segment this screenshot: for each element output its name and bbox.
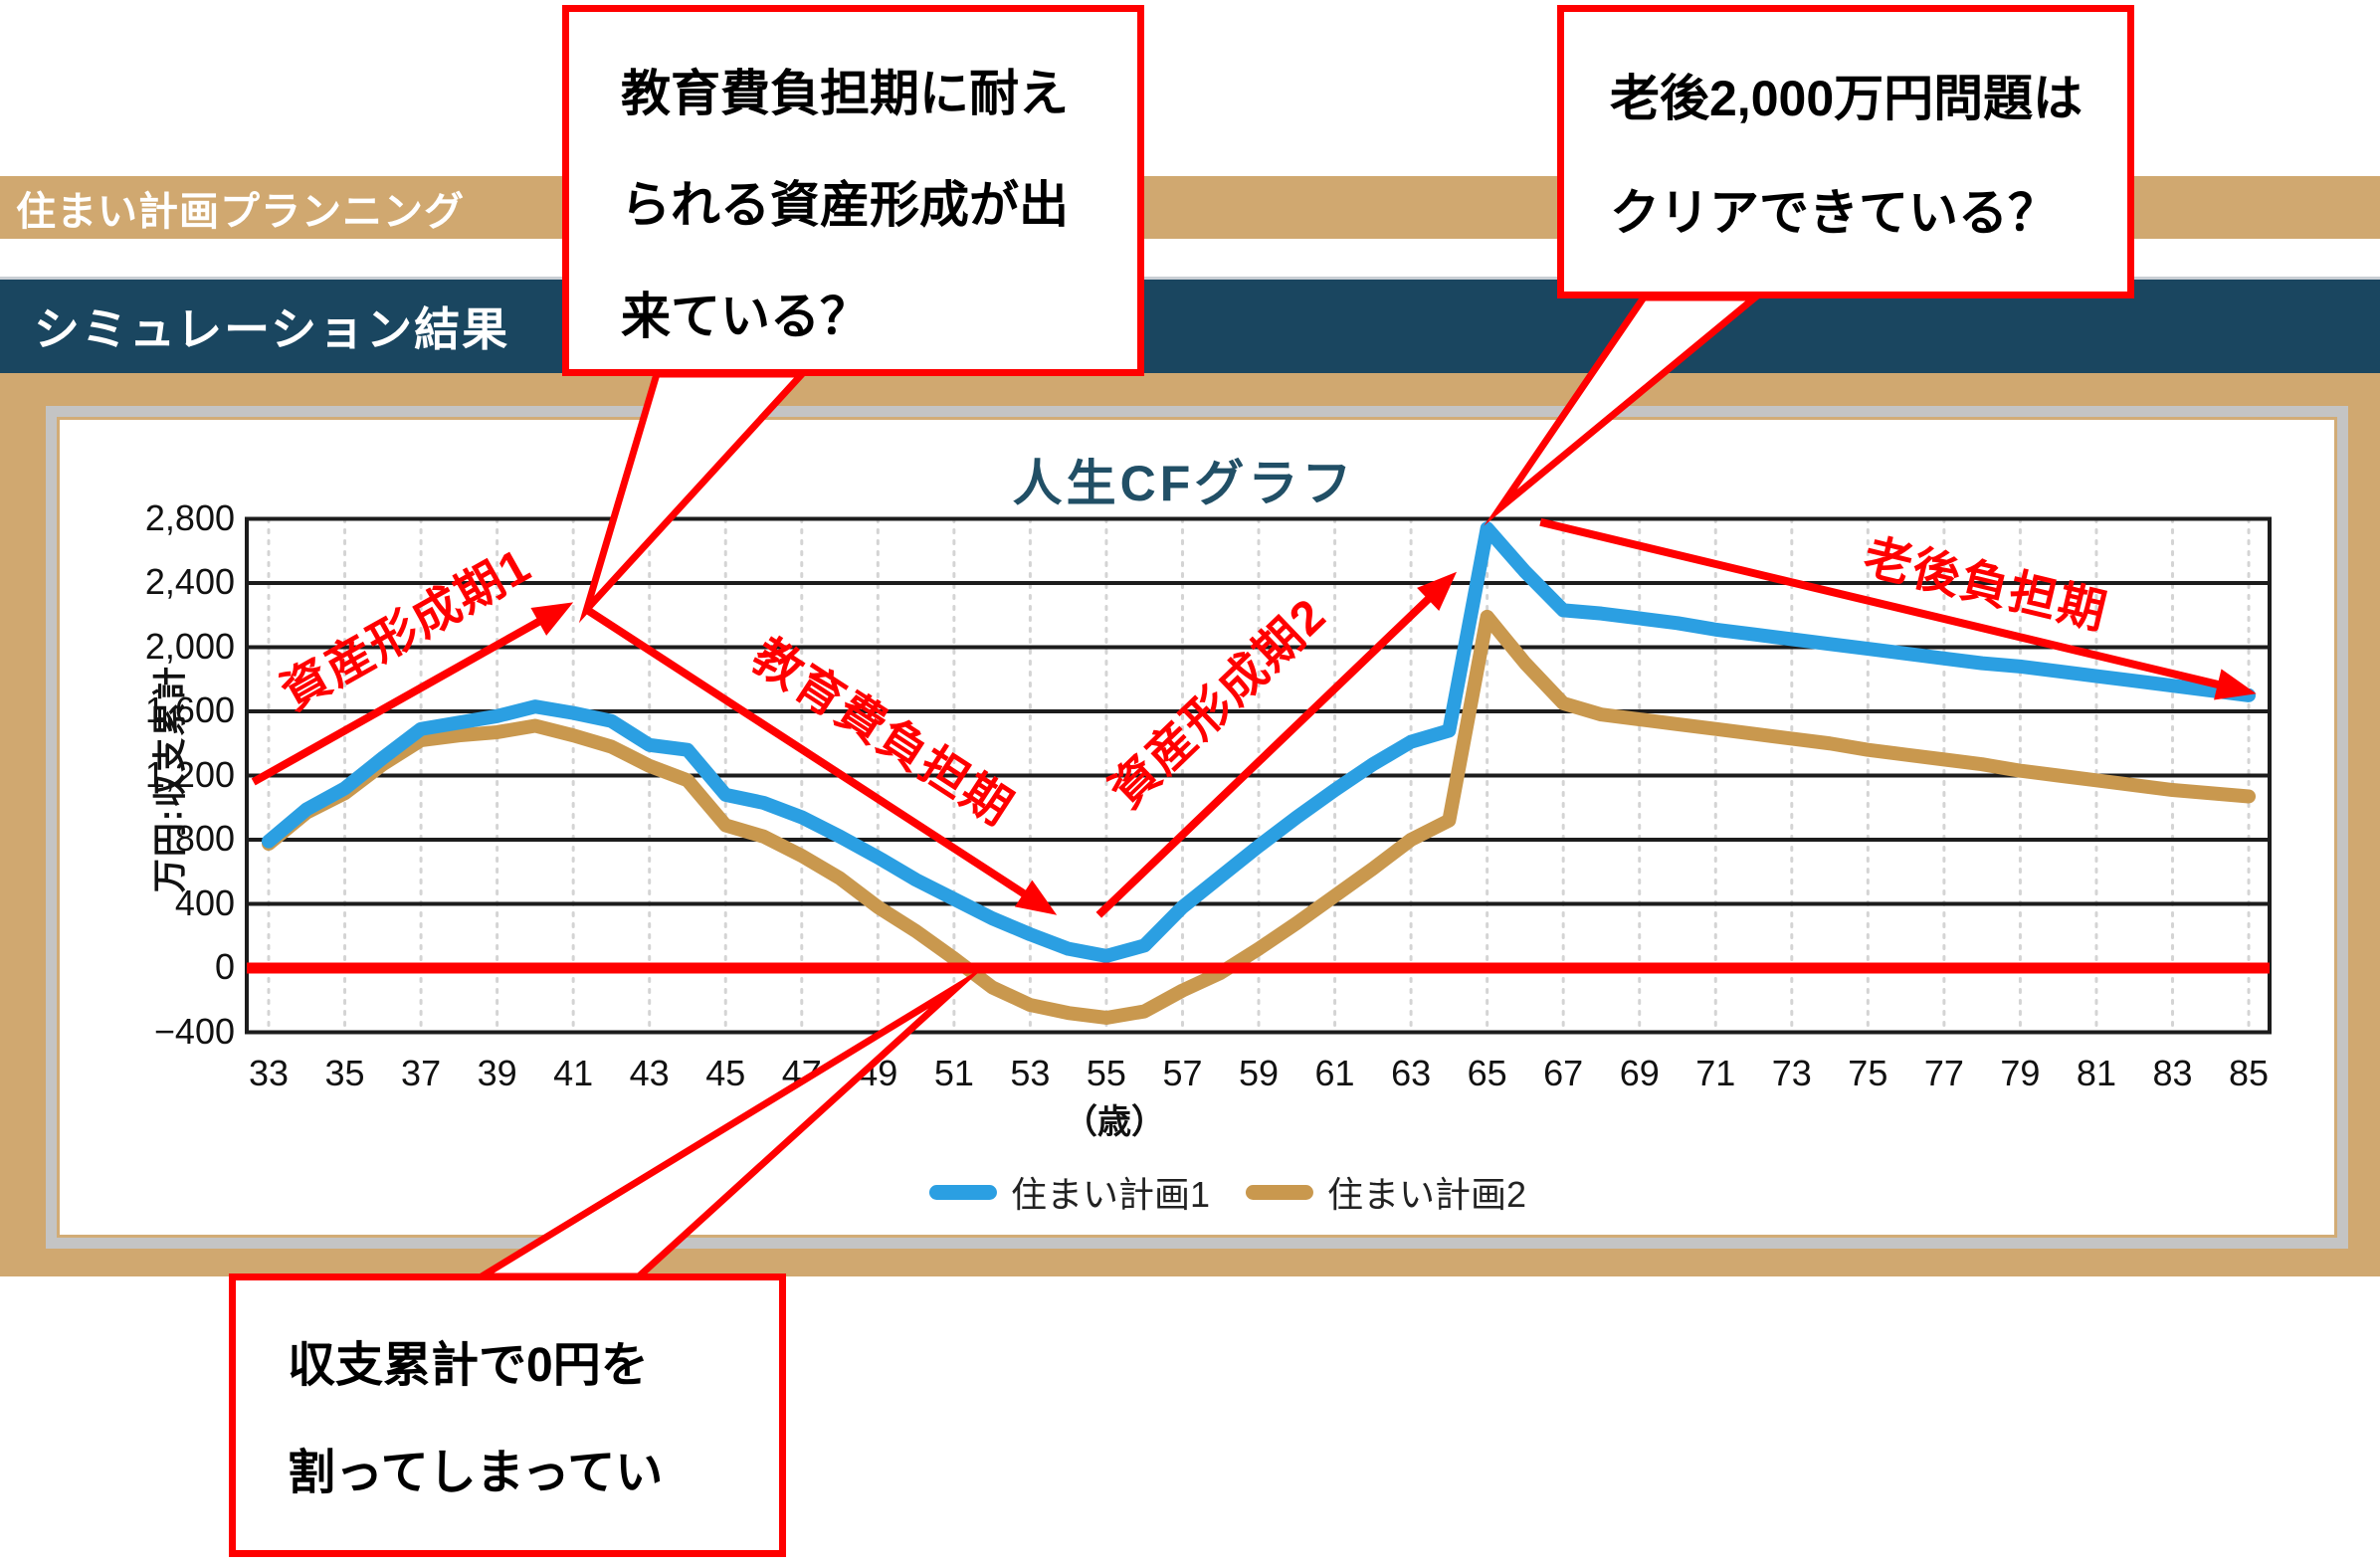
callout-text-line: 来ている？: [621, 289, 870, 344]
y-tick-label: 0: [214, 946, 235, 987]
legend-label-plan1: 住まい計画1: [1010, 1174, 1210, 1215]
x-tick-label: 55: [1086, 1053, 1126, 1093]
callout-retirement-2000: 老後2,000万円問題は クリアできている？: [1557, 5, 2134, 298]
chart-white-panel: [60, 420, 2334, 1235]
callout-text-line: 教育費負担期に耐え: [621, 66, 1069, 121]
x-tick-label: 77: [1923, 1053, 1964, 1093]
app-title: 住まい計画プランニング: [16, 189, 465, 234]
callout-tail: [578, 370, 810, 624]
callout-text-line: 割ってしまってい: [288, 1447, 664, 1499]
y-tick-label: 400: [174, 881, 235, 923]
callout-education-period: 教育費負担期に耐え られる資産形成が出 来ている？: [562, 5, 1144, 376]
phase-arrow-head: [530, 602, 574, 636]
chart-title: 人生CFグラフ: [1012, 456, 1356, 511]
x-tick-label: 51: [933, 1053, 974, 1093]
x-tick-label: 45: [705, 1053, 746, 1093]
x-tick-label: 83: [2152, 1053, 2193, 1093]
x-tick-label: 57: [1162, 1053, 1203, 1093]
x-tick-label: 53: [1010, 1053, 1051, 1093]
x-tick-label: 67: [1543, 1053, 1584, 1093]
x-tick-label: 71: [1695, 1053, 1736, 1093]
chart-legend: 住まい計画1 住まい計画2: [928, 1166, 1548, 1218]
callout-text-line: 老後2,000万円問題は: [1610, 71, 2083, 126]
legend-swatch-plan1: [928, 1184, 997, 1200]
x-tick-label: 41: [553, 1053, 594, 1093]
series-line-1: [262, 521, 2257, 963]
x-tick-label: 59: [1238, 1053, 1280, 1093]
callout-text-line: られる資産形成が出: [621, 177, 1069, 233]
x-tick-label: 61: [1314, 1053, 1355, 1093]
x-tick-label: 81: [2076, 1053, 2116, 1093]
y-tick-label: 2,000: [144, 625, 235, 667]
callout-text-line: クリアできている？: [1610, 185, 2058, 241]
x-tick-label: 65: [1467, 1053, 1507, 1093]
x-axis-unit-label: （歳）: [1064, 1103, 1165, 1141]
x-tick-label: 37: [401, 1053, 442, 1093]
x-tick-label: 69: [1619, 1053, 1660, 1093]
phase-arrow-line: [584, 606, 1038, 904]
y-tick-label: 800: [174, 818, 235, 859]
x-tick-label: 75: [1848, 1053, 1888, 1093]
y-tick-label: 1,600: [144, 689, 235, 730]
y-tick-label: 2,800: [144, 496, 235, 538]
callout-tail: [1484, 294, 1765, 526]
y-tick-label: −400: [153, 1010, 235, 1052]
x-tick-label: 73: [1771, 1053, 1812, 1093]
phase-arrow-line: [1095, 586, 1442, 918]
x-tick-label: 63: [1391, 1053, 1432, 1093]
x-tick-label: 85: [2229, 1053, 2270, 1093]
x-tick-label: 79: [2000, 1053, 2041, 1093]
x-tick-label: 39: [477, 1053, 517, 1093]
phase-arrow-head: [1014, 880, 1058, 915]
phase-arrow-head: [2214, 669, 2257, 700]
x-tick-label: 43: [629, 1053, 670, 1093]
y-tick-label: 1,200: [144, 753, 235, 795]
plot-frame: [245, 516, 2272, 1035]
x-tick-label: 33: [248, 1053, 290, 1093]
phase-arrow-head: [1417, 571, 1458, 611]
phase-arrow-line: [251, 611, 553, 786]
callout-text-line: 収支累計で0円を: [288, 1339, 649, 1392]
series-line-2: [262, 609, 2257, 1025]
phase-arrow-line: [1539, 517, 2233, 692]
callout-tail: [469, 964, 988, 1280]
x-tick-label: 35: [324, 1053, 365, 1093]
section-title: シミュレーション結果: [34, 303, 510, 355]
callout-below-zero: 収支累計で0円を 割ってしまってい: [229, 1273, 786, 1557]
legend-swatch-plan2: [1246, 1184, 1313, 1200]
legend-label-plan2: 住まい計画2: [1327, 1174, 1527, 1215]
y-tick-label: 2,400: [144, 561, 235, 602]
